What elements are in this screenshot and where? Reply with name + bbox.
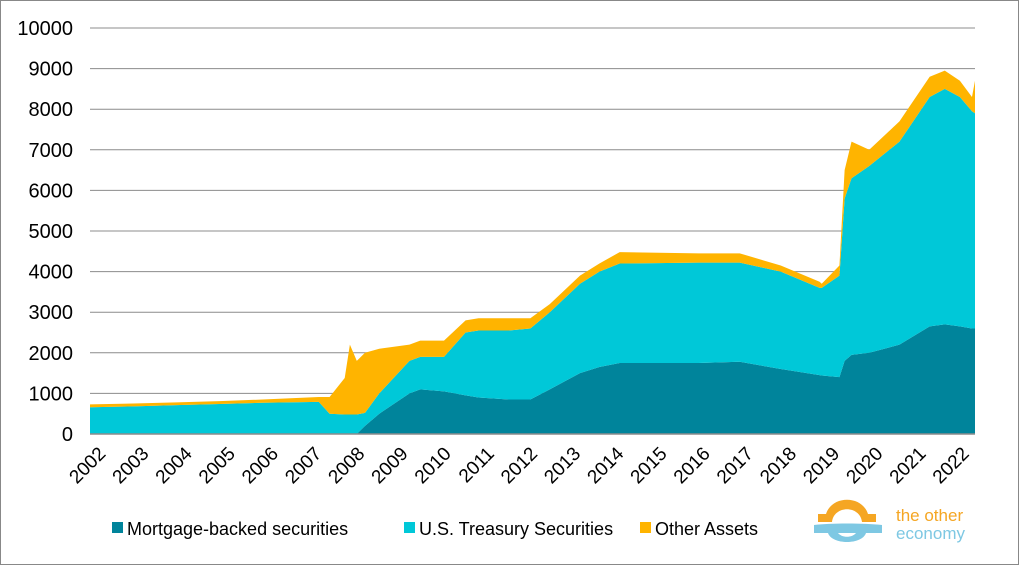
legend-label: Other Assets (655, 519, 758, 539)
logo-text-line1: the other (896, 506, 963, 525)
legend-label: U.S. Treasury Securities (419, 519, 613, 539)
logo-arch-icon (818, 499, 876, 522)
y-tick-label: 7000 (29, 140, 74, 162)
legend-label: Mortgage-backed securities (127, 519, 348, 539)
logo-text-line2: economy (896, 524, 965, 543)
logo: the other economy (814, 499, 965, 543)
y-tick-label: 5000 (29, 221, 74, 243)
y-tick-label: 3000 (29, 302, 74, 324)
y-tick-label: 4000 (29, 262, 74, 284)
legend-swatch (112, 522, 123, 533)
y-tick-label: 1000 (29, 383, 74, 405)
legend-swatch (404, 522, 415, 533)
area-u-s-treasury-securities (90, 88, 975, 435)
y-tick-label: 10000 (17, 18, 73, 40)
y-tick-label: 6000 (29, 180, 74, 202)
y-tick-label: 0 (62, 424, 73, 446)
y-tick-label: 2000 (29, 343, 74, 365)
y-tick-label: 9000 (29, 59, 74, 81)
area-mortgage-backed-securities (90, 324, 975, 434)
legend-swatch (640, 522, 651, 533)
logo-wave-icon (814, 523, 882, 542)
y-tick-label: 8000 (29, 99, 74, 121)
